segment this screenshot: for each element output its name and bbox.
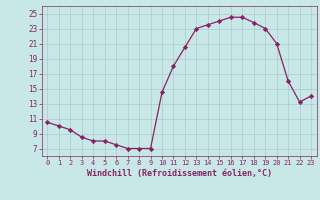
X-axis label: Windchill (Refroidissement éolien,°C): Windchill (Refroidissement éolien,°C)	[87, 169, 272, 178]
